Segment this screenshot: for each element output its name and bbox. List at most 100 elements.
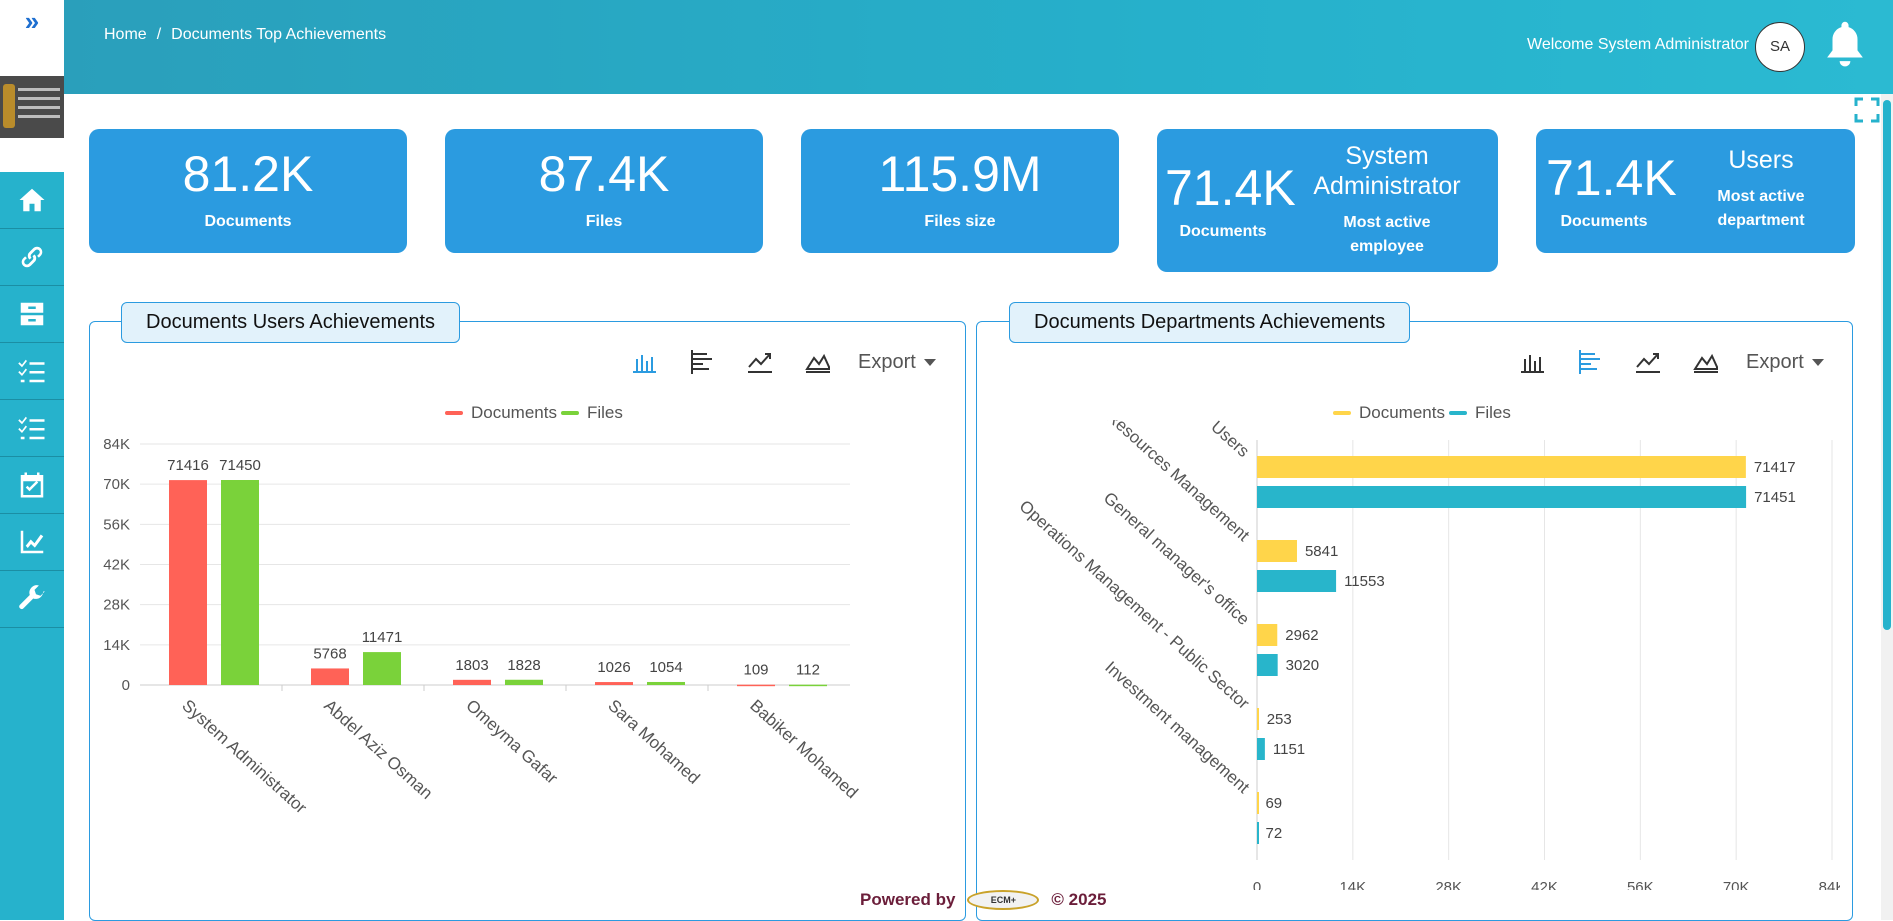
x-tick-label: 70K	[1723, 879, 1750, 890]
sidebar-item-settings[interactable]	[0, 571, 64, 628]
y-tick-label: Users	[1207, 420, 1253, 461]
footer: Powered by ECM+ © 2025	[860, 890, 1107, 910]
stat-card-files: 87.4K Files	[445, 129, 763, 253]
stat-card-most-active-employee: 71.4K Documents System Administrator Mos…	[1157, 129, 1498, 272]
welcome-text: Welcome System Administrator	[1527, 36, 1749, 53]
line-chart-icon	[748, 353, 772, 373]
bar-files	[1257, 738, 1265, 760]
data-label: 69	[1265, 795, 1282, 812]
users-chart-legend: Documents Files	[445, 403, 627, 423]
data-label: 1026	[597, 659, 630, 676]
home-icon	[19, 188, 45, 212]
chart-line-icon	[20, 530, 44, 554]
sidebar-item-links[interactable]	[0, 229, 64, 286]
data-label: 71451	[1754, 489, 1796, 506]
sidebar-nav	[0, 172, 64, 628]
breadcrumb-home-link[interactable]: Home	[104, 26, 147, 43]
y-tick-label: 84K	[103, 436, 130, 453]
x-tick-label: Babiker Mohamed	[746, 696, 861, 802]
bar-chart-button[interactable]	[1514, 344, 1550, 380]
bar-documents	[453, 679, 491, 685]
users-bar-chart: 0 14K 28K 42K 56K 70K 84K 71416 71450 System Admi…	[103, 436, 861, 818]
bar-documents	[169, 480, 207, 685]
line-chart-button[interactable]	[1630, 344, 1666, 380]
checklist-icon	[18, 359, 45, 383]
bar-documents	[1257, 456, 1746, 478]
legend-item-documents[interactable]: Documents	[445, 403, 557, 423]
powered-by-text: Powered by	[860, 890, 956, 909]
page-scrollbar[interactable]	[1881, 94, 1893, 920]
sidebar-item-tasks-2[interactable]	[0, 400, 64, 457]
data-label: 1803	[455, 657, 488, 674]
bar-chart-button[interactable]	[626, 344, 662, 380]
legend-item-files[interactable]: Files	[560, 403, 623, 423]
bar-documents	[1257, 708, 1259, 730]
bar-chart-icon	[633, 355, 656, 373]
legend-item-documents[interactable]: Documents	[1333, 403, 1445, 423]
fullscreen-button[interactable]	[1853, 96, 1881, 124]
bar-files	[1257, 822, 1259, 844]
data-label: 72	[1265, 825, 1282, 842]
double-chevron-right-icon: »	[24, 6, 40, 36]
sidebar-toggle-button[interactable]: »	[0, 0, 64, 46]
y-tick-label: 70K	[103, 476, 130, 493]
bar-documents	[595, 682, 633, 685]
bar-files	[363, 652, 401, 685]
data-label: 112	[796, 662, 820, 679]
avatar[interactable]: SA	[1755, 22, 1805, 72]
data-label: 3020	[1286, 657, 1319, 674]
link-icon	[21, 246, 43, 268]
bar-documents	[1257, 540, 1297, 562]
scrollbar-thumb[interactable]	[1883, 100, 1891, 630]
caret-down-icon	[923, 358, 936, 366]
departments-export-dropdown[interactable]: Export	[1746, 351, 1824, 374]
sidebar-item-archive[interactable]	[0, 286, 64, 343]
ecm-logo: ECM+	[967, 890, 1040, 910]
sidebar-item-home[interactable]	[0, 172, 64, 229]
archive-icon	[20, 302, 44, 326]
stat-label: Documents	[1179, 223, 1267, 240]
horizontal-bar-chart-button[interactable]	[1572, 344, 1608, 380]
departments-panel-title: Documents Departments Achievements	[1009, 302, 1411, 343]
stat-label: Files size	[924, 213, 996, 230]
breadcrumb: Home / Documents Top Achievements	[104, 26, 387, 43]
notifications-button[interactable]	[1823, 20, 1867, 70]
sidebar-spacer	[0, 46, 64, 76]
employee-name: System Administrator	[1313, 142, 1461, 200]
caret-down-icon	[1811, 358, 1824, 366]
data-label: 109	[743, 662, 768, 679]
bar-files	[221, 480, 259, 685]
sidebar-item-reports[interactable]	[0, 514, 64, 571]
stat-value: 87.4K	[538, 146, 670, 202]
department-caption: Most active department	[1717, 188, 1805, 229]
legend-item-files[interactable]: Files	[1448, 403, 1511, 423]
area-chart-button[interactable]	[800, 344, 836, 380]
wrench-icon	[19, 585, 45, 609]
stat-label: Documents	[1560, 213, 1648, 230]
horizontal-bar-chart-button[interactable]	[684, 344, 720, 380]
x-tick-label: 56K	[1627, 879, 1654, 890]
users-export-dropdown[interactable]: Export	[858, 351, 936, 374]
x-tick-label: System Administrator	[178, 696, 310, 818]
data-label: 2962	[1285, 627, 1318, 644]
x-tick-label: Sara Mohamed	[604, 696, 703, 788]
data-label: 71417	[1754, 459, 1796, 476]
stat-label: Files	[585, 213, 623, 230]
y-tick-label: 14K	[103, 637, 130, 654]
sidebar-item-calendar[interactable]	[0, 457, 64, 514]
line-chart-button[interactable]	[742, 344, 778, 380]
users-panel-title: Documents Users Achievements	[121, 302, 461, 343]
stat-value: 115.9M	[878, 146, 1042, 202]
bar-files	[647, 681, 685, 685]
sidebar-item-tasks[interactable]	[0, 343, 64, 400]
stat-card-documents: 81.2K Documents	[89, 129, 407, 253]
area-chart-icon	[805, 353, 830, 373]
x-tick-label: Omeyma Gafar	[462, 696, 561, 788]
x-tick-label: Abdel Aziz Osman	[320, 696, 436, 803]
area-chart-button[interactable]	[1688, 344, 1724, 380]
bar-files	[1257, 570, 1337, 592]
data-label: 5768	[313, 645, 346, 662]
bar-files	[1257, 654, 1278, 676]
calendar-check-icon	[20, 472, 44, 498]
users-chart-toolbar: Export	[626, 344, 936, 380]
